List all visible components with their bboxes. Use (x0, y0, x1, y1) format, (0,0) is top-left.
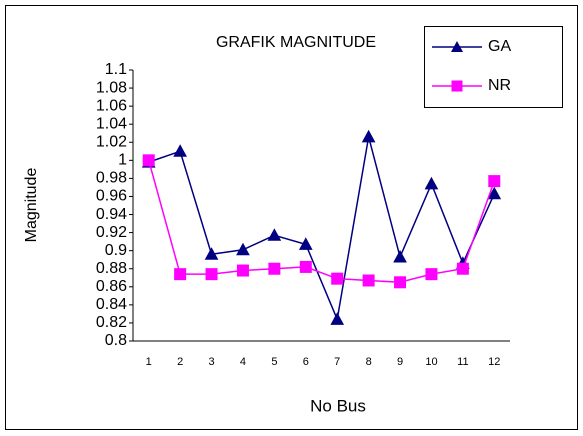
x-tick-label: 5 (271, 356, 277, 368)
legend-label: NR (488, 77, 511, 94)
point (267, 228, 282, 241)
y-tick-label: 1.1 (105, 61, 127, 78)
y-tick-label: 1.06 (96, 97, 127, 114)
y-tick-label: 0.9 (105, 242, 127, 259)
x-tick-label: 10 (425, 356, 437, 368)
x-tick-label: 2 (177, 356, 183, 368)
point (424, 176, 439, 190)
point (268, 262, 281, 275)
y-tick-label: 1.02 (96, 133, 127, 150)
point (487, 186, 502, 200)
point (299, 260, 312, 273)
y-axis-label: Magnitude (23, 168, 40, 243)
chart-title: GRAFIK MAGNITUDE (216, 34, 376, 51)
point (456, 262, 469, 275)
point (361, 129, 376, 143)
point (331, 272, 344, 285)
y-tick-label: 1 (118, 152, 127, 169)
x-tick-label: 9 (397, 356, 403, 368)
y-tick-label: 0.86 (96, 278, 127, 295)
x-tick-label: 12 (488, 356, 500, 368)
point (298, 237, 313, 250)
x-tick-label: 3 (208, 356, 214, 368)
point (362, 274, 375, 287)
point (205, 268, 218, 281)
legend-label: GA (488, 38, 511, 55)
y-tick-label: 1.08 (96, 79, 127, 96)
x-tick-label: 11 (457, 356, 468, 368)
point (393, 249, 407, 263)
y-tick-label: 0.98 (96, 170, 127, 187)
legend-marker (451, 41, 463, 52)
point (236, 264, 249, 277)
x-tick-label: 6 (303, 356, 309, 368)
legend-marker (451, 80, 463, 92)
point (425, 268, 438, 281)
x-tick-label: 8 (366, 356, 372, 368)
point (236, 242, 250, 256)
y-tick-label: 0.8 (105, 332, 127, 349)
point (330, 312, 345, 325)
point (173, 144, 187, 157)
y-tick-label: 0.92 (96, 224, 127, 241)
point (394, 276, 407, 289)
x-tick-label: 1 (146, 356, 152, 368)
point (142, 154, 155, 167)
y-tick-label: 0.82 (96, 314, 127, 331)
y-tick-label: 0.84 (96, 296, 127, 313)
series-line (148, 136, 495, 322)
y-tick-label: 0.94 (96, 206, 127, 223)
y-tick-label: 0.96 (96, 188, 127, 205)
x-tick-label: 4 (240, 356, 246, 368)
x-tick-label: 7 (334, 356, 340, 368)
y-tick-label: 1.04 (96, 115, 127, 132)
y-tick-label: 0.88 (96, 260, 127, 277)
point (204, 247, 219, 260)
legend (424, 26, 563, 108)
x-axis-label: No Bus (310, 396, 366, 415)
point (488, 175, 501, 188)
point (174, 268, 187, 281)
